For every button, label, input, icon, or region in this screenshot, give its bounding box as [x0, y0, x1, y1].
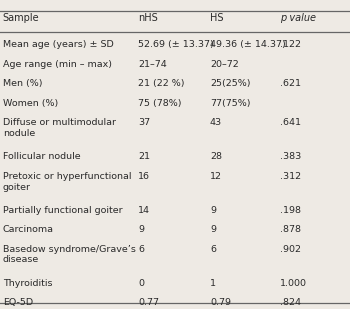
Text: .902: .902 — [280, 245, 301, 254]
Text: 21: 21 — [138, 152, 150, 161]
Text: .122: .122 — [280, 40, 301, 49]
Text: 9: 9 — [210, 225, 216, 234]
Text: Women (%): Women (%) — [3, 99, 58, 108]
Text: Pretoxic or hyperfunctional
goiter: Pretoxic or hyperfunctional goiter — [3, 172, 131, 192]
Text: Thyroiditis: Thyroiditis — [3, 279, 52, 288]
Text: 25(25%): 25(25%) — [210, 79, 251, 88]
Text: 49.36 (± 14.37): 49.36 (± 14.37) — [210, 40, 286, 49]
Text: nHS: nHS — [138, 13, 158, 23]
Text: Basedow syndrome/Grave’s
disease: Basedow syndrome/Grave’s disease — [3, 245, 136, 265]
Text: .198: .198 — [280, 206, 301, 215]
Text: 9: 9 — [210, 206, 216, 215]
Text: 28: 28 — [210, 152, 222, 161]
Text: 21 (22 %): 21 (22 %) — [138, 79, 185, 88]
Text: Follicular nodule: Follicular nodule — [3, 152, 80, 161]
Text: HS: HS — [210, 13, 224, 23]
Text: Mean age (years) ± SD: Mean age (years) ± SD — [3, 40, 113, 49]
Text: Age range (min – max): Age range (min – max) — [3, 60, 112, 69]
Text: 9: 9 — [138, 225, 144, 234]
Text: .824: .824 — [280, 298, 301, 307]
Text: 16: 16 — [138, 172, 150, 181]
Text: 1: 1 — [210, 279, 216, 288]
Text: .641: .641 — [280, 118, 301, 127]
Text: 0.77: 0.77 — [138, 298, 159, 307]
Text: Diffuse or multimodular
nodule: Diffuse or multimodular nodule — [3, 118, 116, 138]
Text: EQ-5D: EQ-5D — [3, 298, 33, 307]
Text: 77(75%): 77(75%) — [210, 99, 251, 108]
Text: .383: .383 — [280, 152, 301, 161]
Text: 21–74: 21–74 — [138, 60, 167, 69]
Text: 52.69 (± 13.37): 52.69 (± 13.37) — [138, 40, 214, 49]
Text: 0.79: 0.79 — [210, 298, 231, 307]
Text: .878: .878 — [280, 225, 301, 234]
Text: 14: 14 — [138, 206, 150, 215]
Text: 75 (78%): 75 (78%) — [138, 99, 182, 108]
Text: p value: p value — [280, 13, 316, 23]
Text: Carcinoma: Carcinoma — [3, 225, 54, 234]
Text: .312: .312 — [280, 172, 301, 181]
Text: .621: .621 — [280, 79, 301, 88]
Text: Men (%): Men (%) — [3, 79, 42, 88]
Text: 20–72: 20–72 — [210, 60, 239, 69]
Text: 6: 6 — [210, 245, 216, 254]
Text: 37: 37 — [138, 118, 150, 127]
Text: Partially functional goiter: Partially functional goiter — [3, 206, 122, 215]
Text: 0: 0 — [138, 279, 144, 288]
Text: 12: 12 — [210, 172, 222, 181]
Text: 6: 6 — [138, 245, 144, 254]
Text: 43: 43 — [210, 118, 222, 127]
Text: Sample: Sample — [3, 13, 40, 23]
Text: 1.000: 1.000 — [280, 279, 307, 288]
